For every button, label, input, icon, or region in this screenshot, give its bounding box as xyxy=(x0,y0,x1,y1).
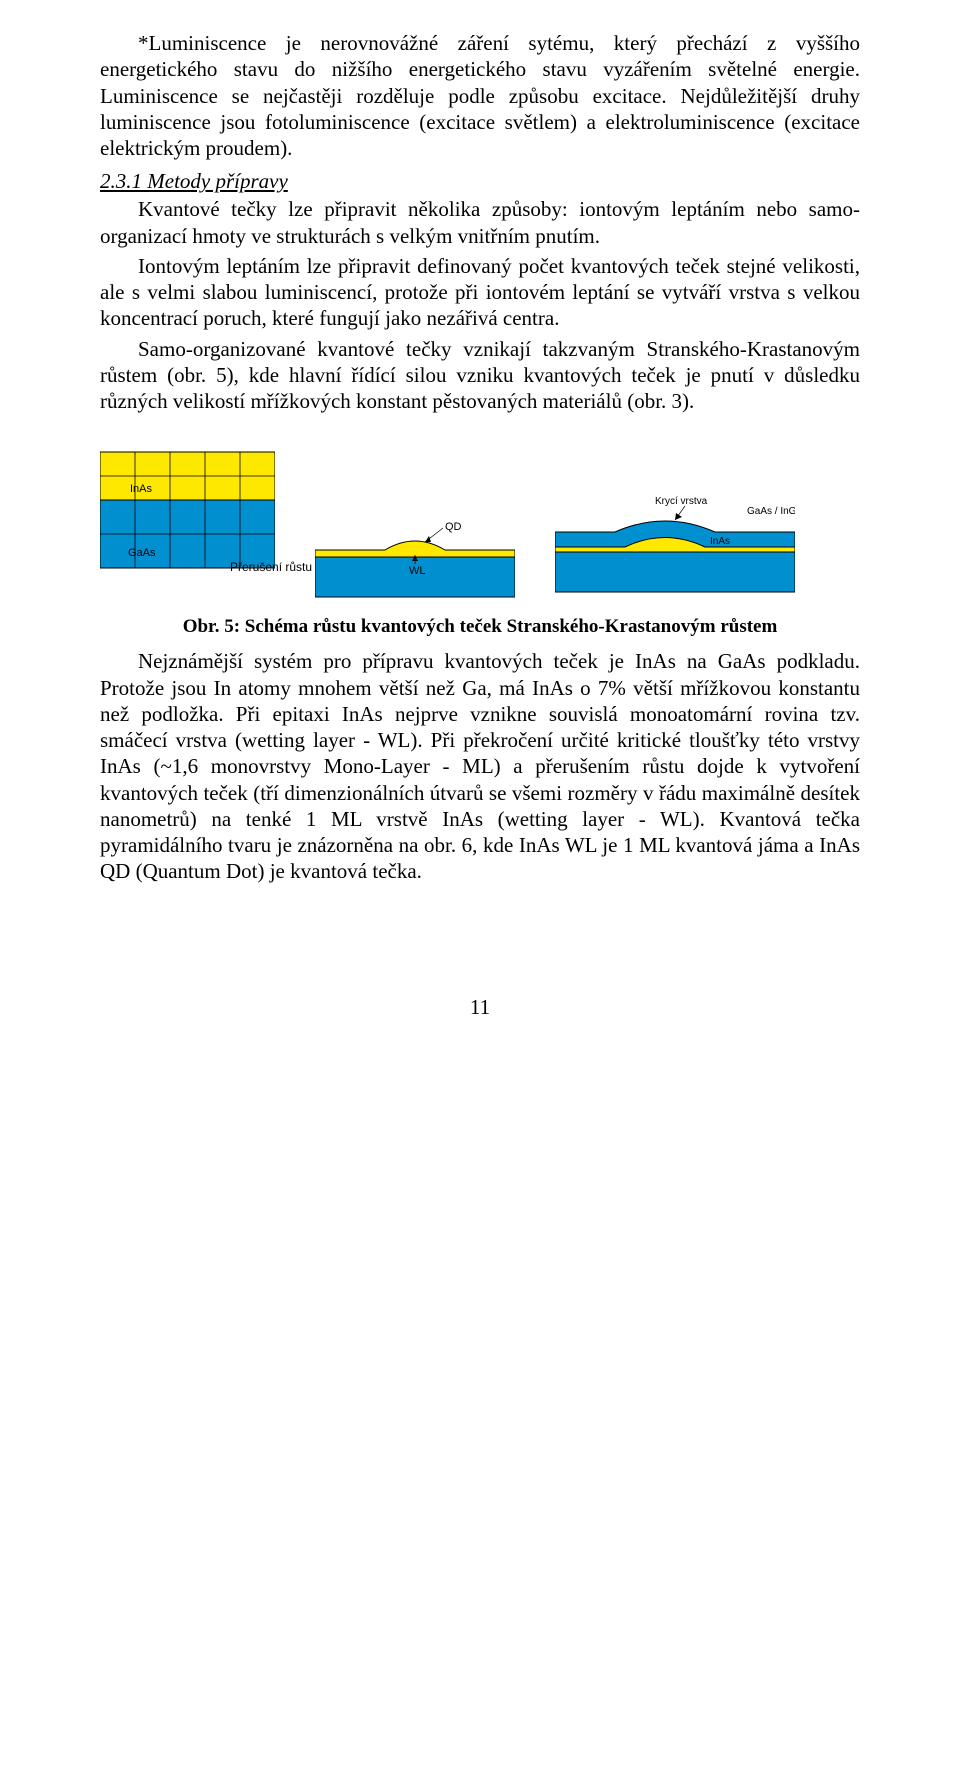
figure-panel-2: QD WL xyxy=(315,502,515,602)
label-qd: QD xyxy=(445,521,462,533)
paragraph-system: Nejznámější systém pro přípravu kvantový… xyxy=(100,648,860,884)
label-cap-material: GaAs / InGaAs xyxy=(747,506,795,517)
label-gaas: GaAs xyxy=(128,547,156,559)
figure-5: InAs GaAs Přerušení růstu QD WL xyxy=(100,438,860,602)
label-kryci: Krycí vrstva xyxy=(655,496,708,507)
label-inas-2: InAs xyxy=(710,536,730,547)
paragraph-luminiscence: *Luminiscence je nerovnovážné záření syt… xyxy=(100,30,860,161)
label-inas: InAs xyxy=(130,483,153,495)
figure-panel-1: InAs GaAs Přerušení růstu xyxy=(100,438,275,602)
paragraph-methods-1: Kvantové tečky lze připravit několika zp… xyxy=(100,196,860,249)
panel3-svg: Krycí vrstva GaAs / InGaAs InAs xyxy=(555,492,795,602)
page-number: 11 xyxy=(100,995,860,1020)
section-heading: 2.3.1 Metody přípravy xyxy=(100,169,860,194)
panel2-svg: QD WL xyxy=(315,502,515,602)
label-wl: WL xyxy=(409,565,426,577)
figure-panel-3: Krycí vrstva GaAs / InGaAs InAs xyxy=(555,492,795,602)
figure-row: InAs GaAs Přerušení růstu QD WL xyxy=(100,438,795,602)
paragraph-methods-2: Iontovým leptáním lze připravit definova… xyxy=(100,253,860,332)
paragraph-methods-3: Samo-organizované kvantové tečky vznikaj… xyxy=(100,336,860,415)
figure-5-caption: Obr. 5: Schéma růstu kvantových teček St… xyxy=(100,616,860,638)
